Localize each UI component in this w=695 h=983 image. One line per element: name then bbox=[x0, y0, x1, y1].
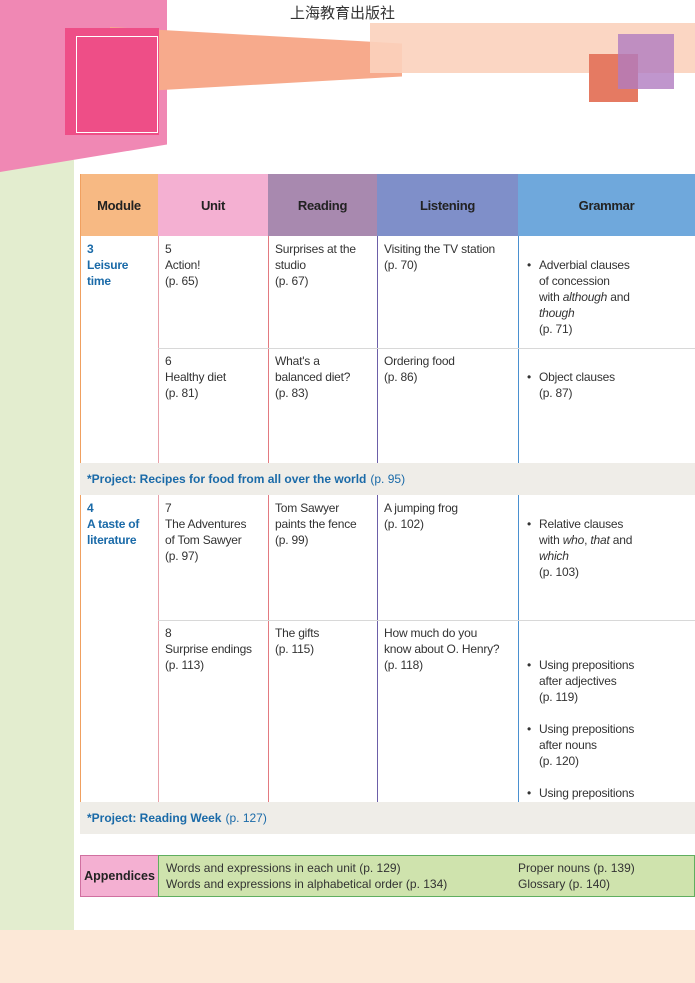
unit-8: 8 Surprise endings (p. 113) bbox=[165, 626, 252, 672]
appendix-item: Words and expressions in alphabetical or… bbox=[166, 877, 448, 891]
listening-8: How much do you know about O. Henry? (p.… bbox=[384, 626, 500, 672]
appendix-item: Glossary (p. 140) bbox=[518, 877, 611, 891]
module-left-border bbox=[80, 174, 81, 834]
project-page: (p. 95) bbox=[370, 472, 406, 486]
header-unit: Unit bbox=[158, 174, 268, 236]
grammar-6: Object clauses (p. 87) bbox=[518, 348, 695, 422]
row-divider bbox=[158, 348, 695, 349]
grammar-item: Object clauses (p. 87) bbox=[525, 369, 688, 401]
unit-divider bbox=[158, 236, 159, 463]
project-title: *Project: Reading Week bbox=[87, 811, 222, 825]
listening-divider bbox=[377, 495, 378, 802]
grammar-5: Adverbial clauses of concession with alt… bbox=[518, 236, 695, 358]
grammar-item: Using prepositions after nouns (p. 120) bbox=[525, 721, 688, 769]
decor-green-strip bbox=[0, 160, 74, 983]
header-module: Module bbox=[80, 174, 158, 236]
reading-8: The gifts (p. 115) bbox=[275, 626, 320, 656]
unit-6: 6 Healthy diet (p. 81) bbox=[165, 354, 226, 400]
appendix-item: Words and expressions in each unit (p. 1… bbox=[166, 861, 401, 875]
project-title: *Project: Recipes for food from all over… bbox=[87, 472, 367, 486]
reading-divider bbox=[268, 236, 269, 463]
reading-5: Surprises at the studio (p. 67) bbox=[275, 242, 356, 288]
listening-5: Visiting the TV station (p. 70) bbox=[384, 242, 496, 272]
unit-5: 5 Action! (p. 65) bbox=[165, 242, 201, 288]
project-page: (p. 127) bbox=[225, 811, 267, 825]
decor-white-frame bbox=[76, 36, 158, 133]
appendix-item: Proper nouns (p. 139) bbox=[518, 861, 635, 875]
grammar-divider bbox=[518, 495, 519, 802]
project-banner: *Project: Reading Week (p. 127) bbox=[80, 802, 695, 834]
publisher-name: 上海教育出版社 bbox=[290, 4, 396, 22]
grammar-item: Adverbial clauses of concession with alt… bbox=[525, 257, 688, 337]
decor-magenta-square bbox=[65, 28, 159, 135]
listening-divider bbox=[377, 236, 378, 463]
appendices-label: Appendices bbox=[80, 855, 159, 897]
appendices-list: Words and expressions in each unit (p. 1… bbox=[158, 855, 695, 897]
grammar-divider bbox=[518, 236, 519, 463]
decor-purple-square bbox=[618, 34, 674, 89]
listening-7: A jumping frog (p. 102) bbox=[384, 501, 458, 531]
project-banner: *Project: Recipes for food from all over… bbox=[80, 463, 695, 495]
unit-divider bbox=[158, 495, 159, 802]
unit-7: 7 The Adventures of Tom Sawyer (p. 97) bbox=[165, 501, 247, 563]
decor-peach-band bbox=[0, 930, 695, 983]
row-divider bbox=[158, 620, 695, 621]
header-grammar: Grammar bbox=[518, 174, 695, 236]
grammar-item: Relative clauses with who, that and whic… bbox=[525, 516, 688, 580]
header-listening: Listening bbox=[377, 174, 518, 236]
reading-7: Tom Sawyer paints the fence (p. 99) bbox=[275, 501, 357, 547]
reading-divider bbox=[268, 495, 269, 802]
grammar-item: Using prepositions after adjectives (p. … bbox=[525, 657, 688, 705]
module-3: 3 Leisure time bbox=[87, 242, 129, 288]
header-reading: Reading bbox=[268, 174, 377, 236]
reading-6: What's a balanced diet? (p. 83) bbox=[275, 354, 351, 400]
grammar-7: Relative clauses with who, that and whic… bbox=[518, 495, 695, 601]
module-4: 4 A taste of literature bbox=[87, 501, 140, 547]
listening-6: Ordering food (p. 86) bbox=[384, 354, 455, 384]
